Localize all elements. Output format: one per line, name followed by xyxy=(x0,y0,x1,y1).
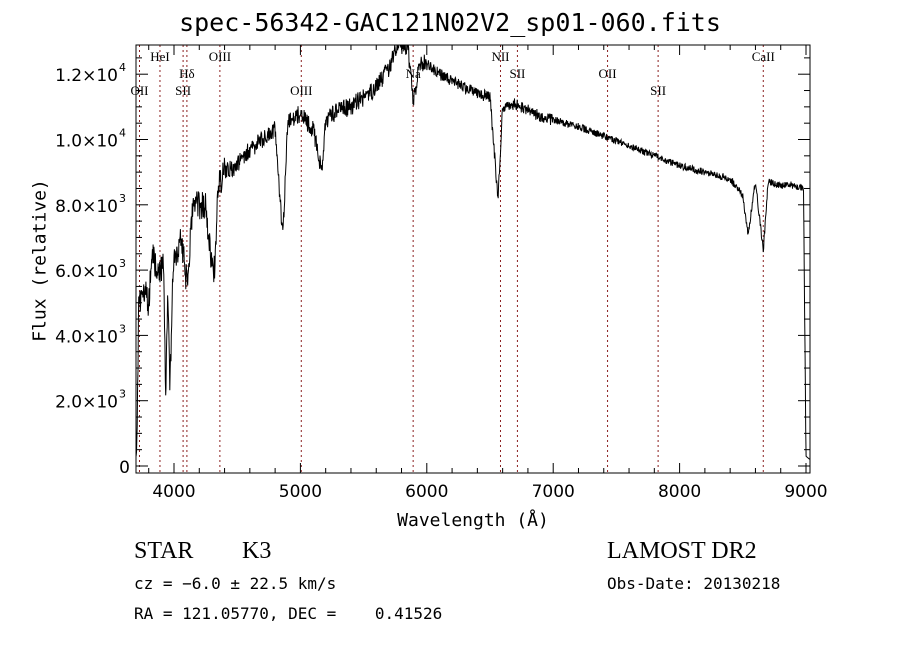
line-label: SII xyxy=(175,83,191,98)
line-label: HeI xyxy=(150,49,170,64)
y-tick-exponent: 3 xyxy=(119,192,126,205)
line-label: OIII xyxy=(290,83,312,98)
y-tick-label: 8.0×10 xyxy=(55,197,118,217)
y-tick-exponent: 4 xyxy=(119,61,126,74)
x-tick-label: 8000 xyxy=(658,482,701,502)
x-tick-label: 5000 xyxy=(279,482,322,502)
y-tick-label: 1.0×10 xyxy=(55,132,118,152)
y-tick-exponent: 4 xyxy=(119,127,126,140)
y-tick-exponent: 3 xyxy=(119,257,126,270)
line-label: SII xyxy=(650,83,666,98)
x-tick-label: 6000 xyxy=(405,482,448,502)
y-tick-exponent: 3 xyxy=(119,322,126,335)
chart-title: spec-56342-GAC121N02V2_sp01-060.fits xyxy=(179,8,721,37)
line-label: Hδ xyxy=(179,66,195,81)
redshift-info: cz = −6.0 ± 22.5 km/s xyxy=(134,574,337,593)
y-tick-label: 6.0×10 xyxy=(55,262,118,282)
x-axis-label: Wavelength (Å) xyxy=(397,510,549,531)
y-tick-label: 4.0×10 xyxy=(55,327,118,347)
y-tick-exponent: 3 xyxy=(119,388,126,401)
line-label: OII xyxy=(599,66,617,81)
line-label: OIII xyxy=(209,49,231,64)
spectrum-line xyxy=(135,44,810,460)
survey-name: LAMOST DR2 xyxy=(607,538,757,564)
y-axis-label: Flux (relative) xyxy=(29,179,51,342)
plot-frame xyxy=(135,44,811,474)
coordinates: RA = 121.05770, DEC = 0.41526 xyxy=(134,604,443,623)
object-subclass: K3 xyxy=(242,538,272,564)
y-tick-label: 1.2×10 xyxy=(55,66,118,86)
x-tick-label: 9000 xyxy=(784,482,827,502)
y-tick-label: 0 xyxy=(119,458,130,478)
line-label: NII xyxy=(491,49,509,64)
x-tick-label: 7000 xyxy=(532,482,575,502)
line-label: CaII xyxy=(752,49,775,64)
line-label: SII xyxy=(509,66,525,81)
obs-date: Obs-Date: 20130218 xyxy=(607,574,781,593)
object-class: STAR xyxy=(134,538,194,564)
y-tick-label: 2.0×10 xyxy=(55,393,118,413)
x-tick-label: 4000 xyxy=(152,482,195,502)
